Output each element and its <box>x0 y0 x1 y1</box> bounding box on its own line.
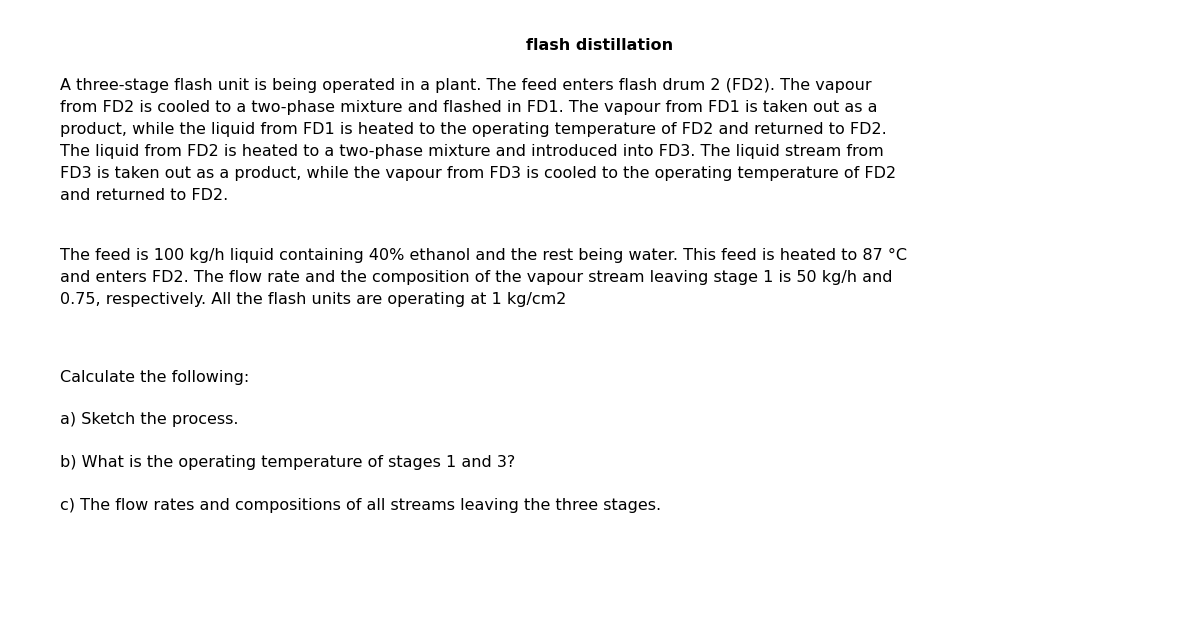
Text: c) The flow rates and compositions of all streams leaving the three stages.: c) The flow rates and compositions of al… <box>60 498 661 513</box>
Text: FD3 is taken out as a product, while the vapour from FD3 is cooled to the operat: FD3 is taken out as a product, while the… <box>60 166 896 181</box>
Text: flash distillation: flash distillation <box>527 38 673 53</box>
Text: and enters FD2. The flow rate and the composition of the vapour stream leaving s: and enters FD2. The flow rate and the co… <box>60 270 893 285</box>
Text: A three-stage flash unit is being operated in a plant. The feed enters flash dru: A three-stage flash unit is being operat… <box>60 78 871 93</box>
Text: b) What is the operating temperature of stages 1 and 3?: b) What is the operating temperature of … <box>60 455 515 470</box>
Text: and returned to FD2.: and returned to FD2. <box>60 188 228 203</box>
Text: The liquid from FD2 is heated to a two-phase mixture and introduced into FD3. Th: The liquid from FD2 is heated to a two-p… <box>60 144 883 159</box>
Text: from FD2 is cooled to a two-phase mixture and flashed in FD1. The vapour from FD: from FD2 is cooled to a two-phase mixtur… <box>60 100 877 115</box>
Text: product, while the liquid from FD1 is heated to the operating temperature of FD2: product, while the liquid from FD1 is he… <box>60 122 887 137</box>
Text: a) Sketch the process.: a) Sketch the process. <box>60 412 239 427</box>
Text: The feed is 100 kg/h liquid containing 40% ethanol and the rest being water. Thi: The feed is 100 kg/h liquid containing 4… <box>60 248 907 263</box>
Text: Calculate the following:: Calculate the following: <box>60 370 250 385</box>
Text: 0.75, respectively. All the flash units are operating at 1 kg/cm2: 0.75, respectively. All the flash units … <box>60 292 566 307</box>
